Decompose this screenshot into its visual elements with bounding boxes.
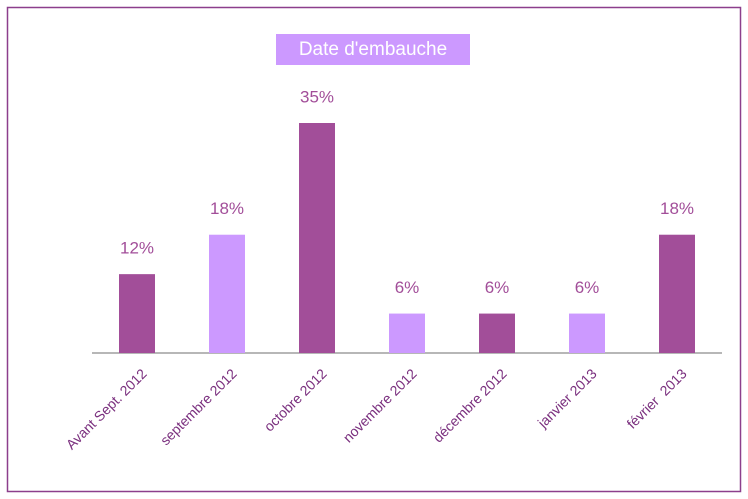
bar	[119, 274, 155, 353]
bar	[659, 234, 695, 353]
data-label: 6%	[485, 278, 510, 297]
bar	[299, 123, 335, 353]
data-label: 18%	[210, 199, 244, 218]
data-label: 6%	[395, 278, 420, 297]
bar	[389, 313, 425, 353]
chart-frame	[6, 6, 742, 493]
title-box	[276, 34, 470, 65]
data-label: 6%	[575, 278, 600, 297]
data-label: 18%	[660, 199, 694, 218]
data-label: 35%	[300, 87, 334, 106]
data-label: 12%	[120, 239, 154, 258]
bar	[209, 234, 245, 353]
chart-title: Date d'embauche	[299, 39, 447, 60]
bar	[479, 313, 515, 353]
bar	[569, 313, 605, 353]
